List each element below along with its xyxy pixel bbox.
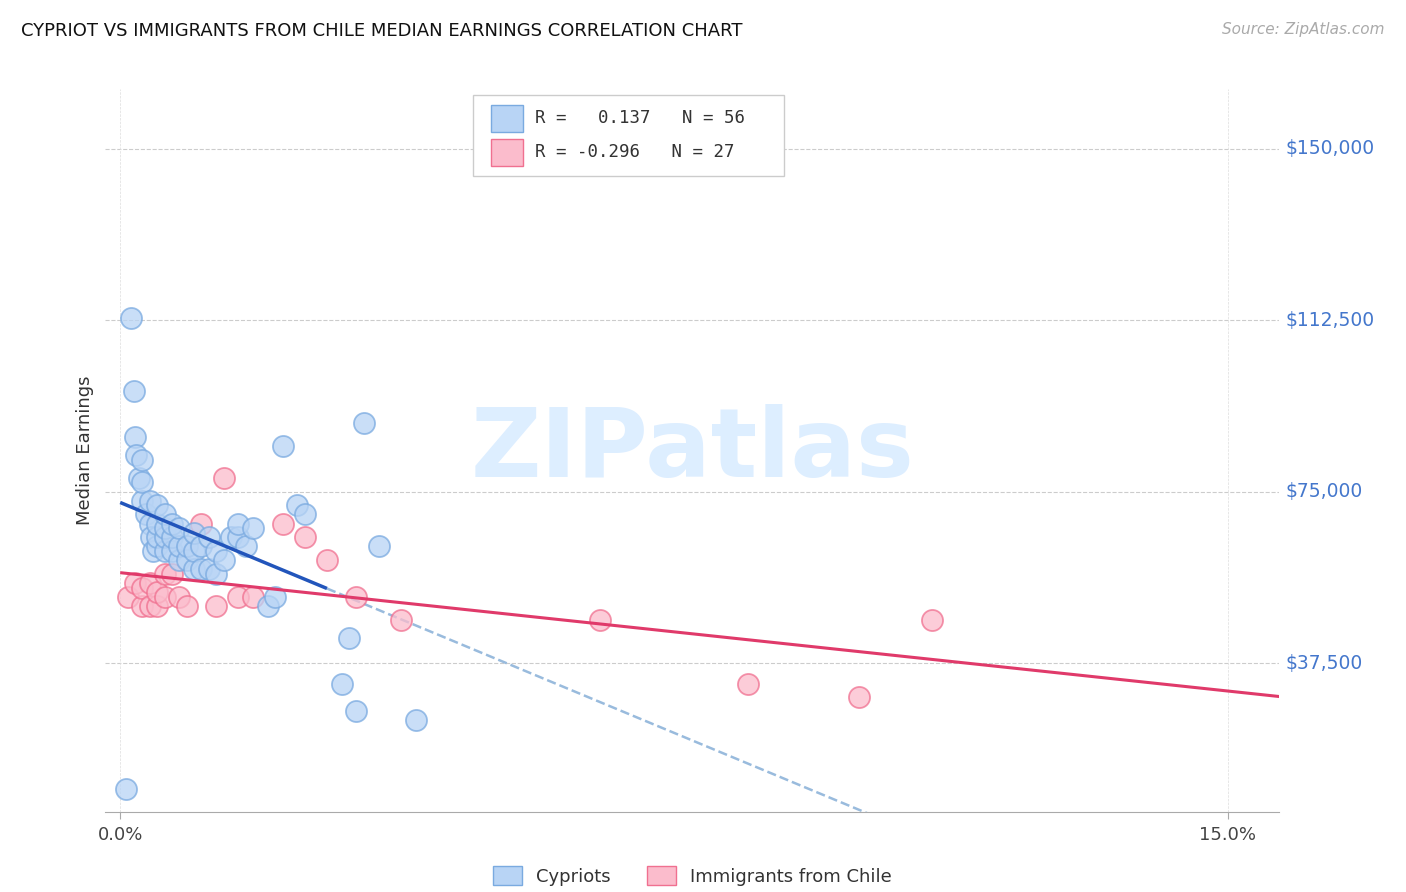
Point (146, 530, 169, 544)
Point (389, 613, 412, 627)
Point (131, 599, 153, 613)
Point (228, 516, 250, 531)
Point (183, 544, 205, 558)
Point (205, 599, 228, 613)
Point (212, 553, 235, 567)
Y-axis label: Median Earnings: Median Earnings (76, 376, 94, 525)
Point (160, 544, 183, 558)
Point (346, 704, 368, 718)
Point (176, 540, 198, 554)
Point (131, 452, 153, 467)
Point (146, 585, 169, 599)
Point (122, 384, 145, 398)
Point (353, 416, 375, 430)
Point (153, 521, 176, 535)
Text: CYPRIOT VS IMMIGRANTS FROM CHILE MEDIAN EARNINGS CORRELATION CHART: CYPRIOT VS IMMIGRANTS FROM CHILE MEDIAN … (21, 22, 742, 40)
Point (117, 590, 139, 604)
Text: $112,500: $112,500 (1285, 310, 1375, 330)
Point (146, 516, 169, 531)
Point (198, 562, 221, 576)
Point (346, 590, 368, 604)
Point (242, 521, 264, 535)
Point (160, 530, 183, 544)
Point (153, 508, 176, 522)
Point (257, 599, 280, 613)
Point (139, 493, 162, 508)
Point (294, 530, 316, 544)
Text: $75,000: $75,000 (1285, 482, 1362, 501)
Text: ZIPatlas: ZIPatlas (471, 404, 914, 497)
Point (921, 613, 943, 627)
Point (183, 525, 205, 540)
Point (330, 676, 353, 690)
Point (160, 516, 183, 531)
Point (176, 599, 198, 613)
Point (737, 676, 759, 690)
Point (128, 471, 150, 485)
Point (124, 430, 146, 444)
Text: $37,500: $37,500 (1285, 654, 1362, 673)
Point (169, 521, 191, 535)
Point (316, 553, 339, 567)
Text: R = -0.296   N = 27: R = -0.296 N = 27 (536, 144, 735, 161)
Point (198, 530, 221, 544)
Point (235, 540, 257, 554)
Point (228, 590, 250, 604)
Point (153, 566, 176, 581)
Point (337, 631, 360, 645)
Text: R =   0.137   N = 56: R = 0.137 N = 56 (536, 110, 745, 128)
Point (367, 540, 389, 554)
Point (125, 448, 148, 462)
Point (294, 508, 316, 522)
Point (115, 781, 138, 796)
Point (228, 530, 250, 544)
Point (131, 493, 153, 508)
Point (153, 544, 176, 558)
Point (287, 499, 309, 513)
Point (153, 590, 176, 604)
Point (131, 581, 153, 595)
Point (139, 576, 162, 591)
Point (212, 471, 235, 485)
Point (135, 508, 157, 522)
Point (146, 499, 169, 513)
Point (190, 562, 212, 576)
Text: $150,000: $150,000 (1285, 139, 1375, 158)
Point (141, 530, 163, 544)
Point (848, 690, 870, 705)
Point (190, 540, 212, 554)
Point (205, 566, 228, 581)
Point (176, 553, 198, 567)
Point (405, 713, 427, 727)
Point (190, 516, 212, 531)
Point (146, 540, 169, 554)
Point (153, 530, 176, 544)
Point (139, 516, 162, 531)
FancyBboxPatch shape (491, 139, 523, 167)
Point (242, 590, 264, 604)
Point (142, 544, 165, 558)
Point (264, 590, 287, 604)
Text: Source: ZipAtlas.com: Source: ZipAtlas.com (1222, 22, 1385, 37)
Point (169, 553, 191, 567)
Point (131, 475, 153, 490)
Point (183, 562, 205, 576)
Point (271, 516, 294, 531)
Point (146, 599, 169, 613)
Legend: Cypriots, Immigrants from Chile: Cypriots, Immigrants from Chile (485, 859, 900, 892)
FancyBboxPatch shape (472, 95, 785, 176)
Point (139, 599, 162, 613)
Point (589, 613, 612, 627)
Point (124, 576, 146, 591)
FancyBboxPatch shape (491, 105, 523, 133)
Point (219, 530, 242, 544)
Point (271, 439, 294, 453)
Point (169, 590, 191, 604)
Point (160, 566, 183, 581)
Point (205, 544, 228, 558)
Point (120, 310, 142, 325)
Point (169, 540, 191, 554)
